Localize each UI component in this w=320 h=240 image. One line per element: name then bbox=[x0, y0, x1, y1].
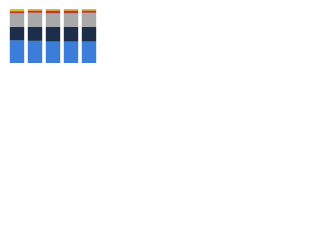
bar-segment bbox=[9, 13, 25, 27]
bar-segment bbox=[9, 11, 25, 14]
bar-segment bbox=[81, 26, 97, 42]
bar-segment bbox=[9, 26, 25, 41]
page: (() => { const data = JSON.parse(documen… bbox=[0, 0, 320, 71]
bar-segment bbox=[63, 9, 79, 11]
bar-segment bbox=[63, 41, 79, 63]
bar-segment bbox=[27, 12, 43, 27]
bar-segment bbox=[27, 40, 43, 63]
bar-segment bbox=[63, 26, 79, 42]
bar-segment bbox=[45, 26, 61, 42]
bar-segment bbox=[45, 13, 61, 27]
bar-segment bbox=[81, 9, 97, 11]
bar-segment bbox=[45, 10, 61, 14]
bar-segment bbox=[81, 10, 97, 13]
bar-segment bbox=[81, 12, 97, 27]
bar-segment bbox=[27, 9, 43, 11]
chart bbox=[0, 0, 100, 71]
bar-segment bbox=[45, 9, 61, 11]
bar-segment bbox=[63, 10, 79, 14]
bar-segment bbox=[9, 9, 25, 12]
bar-segment bbox=[9, 40, 25, 63]
bar-segment bbox=[63, 13, 79, 27]
bar-segment bbox=[45, 41, 61, 63]
bar-segment bbox=[81, 41, 97, 63]
bar-segment bbox=[27, 26, 43, 41]
bar-segment bbox=[27, 10, 43, 13]
